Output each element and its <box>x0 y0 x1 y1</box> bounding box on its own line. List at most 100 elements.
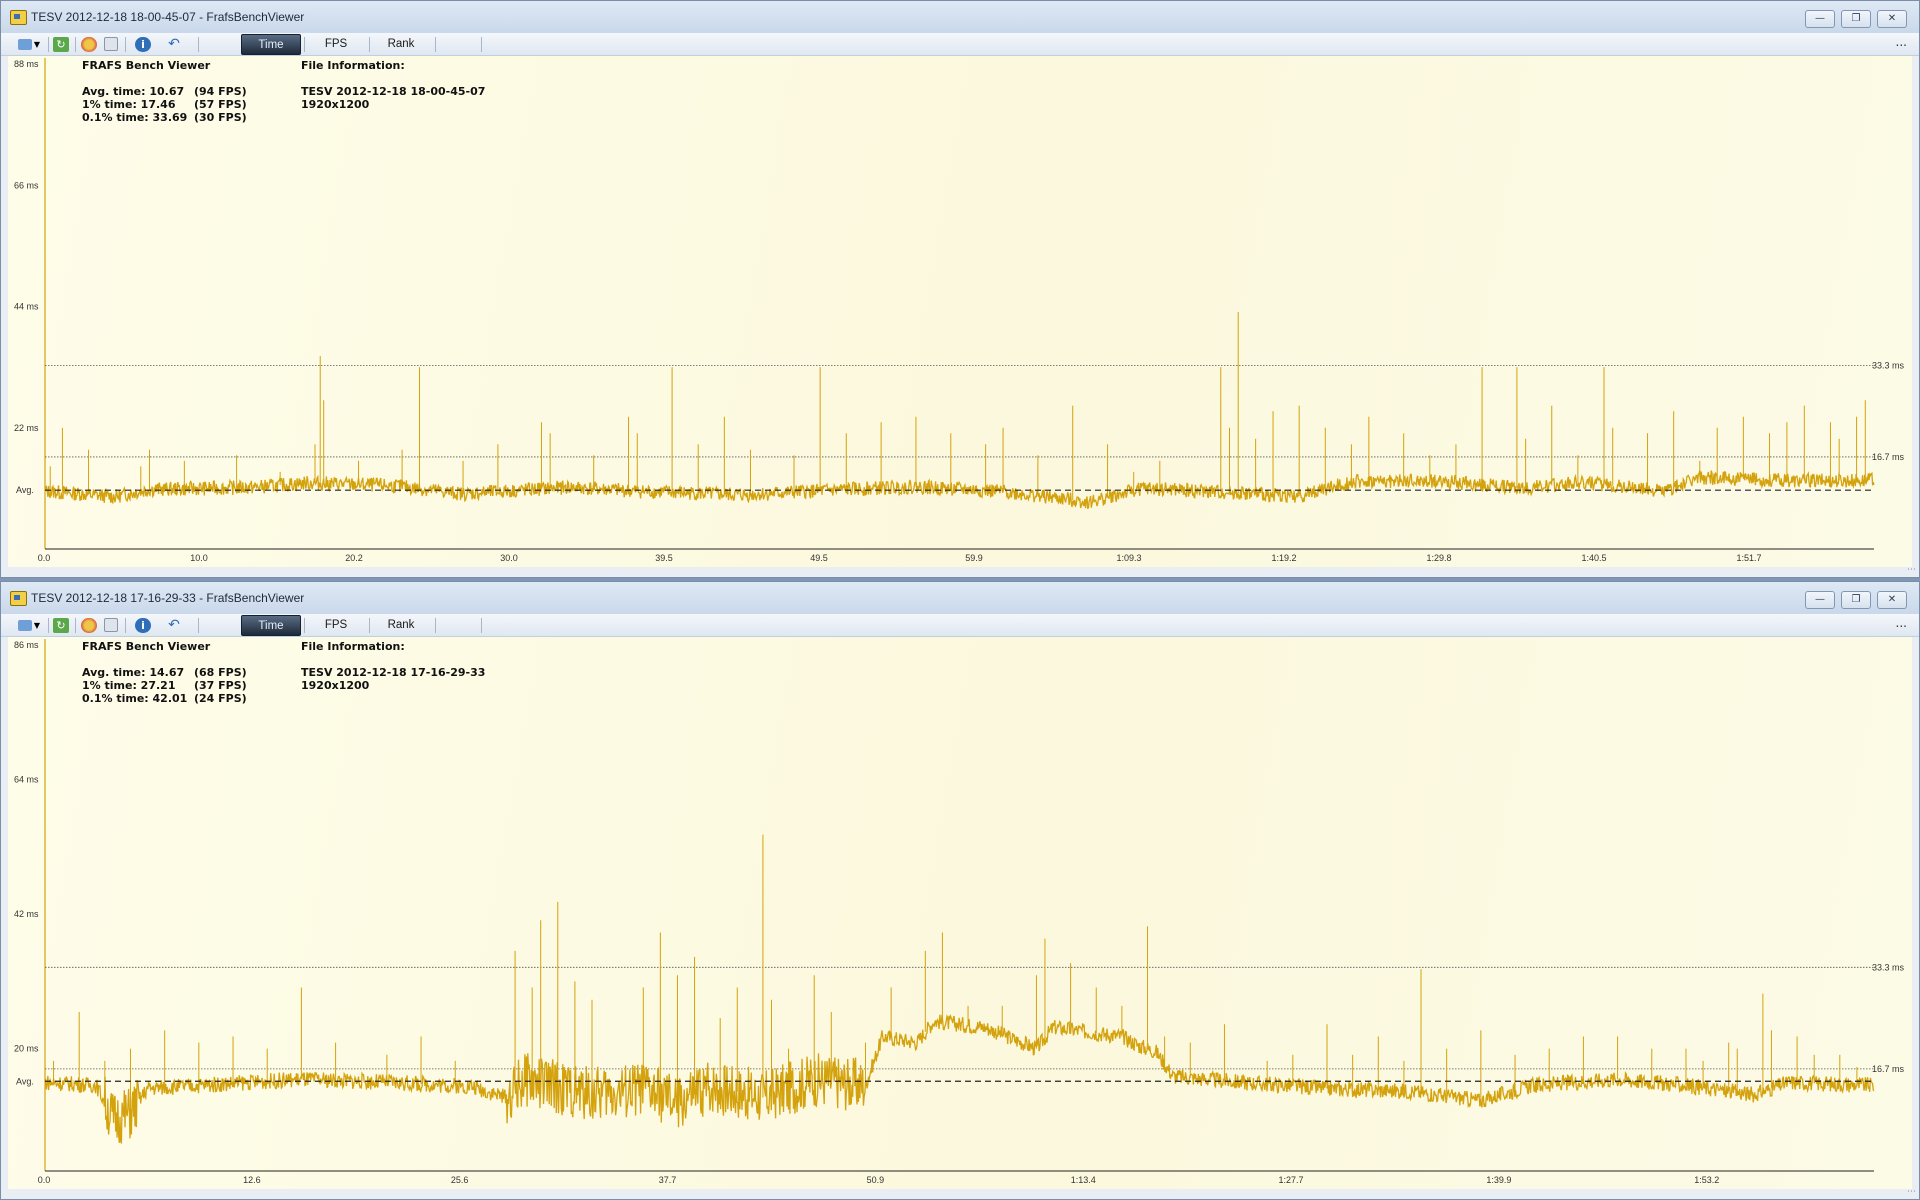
reference-line-label: 33.3 ms <box>1872 360 1905 370</box>
color-settings-button[interactable] <box>80 36 98 52</box>
x-tick-label: 1:09.3 <box>1116 553 1141 563</box>
x-tick-label: 10.0 <box>190 553 208 563</box>
file-info-heading: File Information: <box>301 59 405 72</box>
copy-icon <box>104 37 118 51</box>
info-icon: i <box>135 617 151 633</box>
folder-icon <box>17 38 32 50</box>
point-one-percent-time: 0.1% time: 33.69 <box>82 111 188 124</box>
app-icon <box>10 10 27 25</box>
close-button[interactable]: ✕ <box>1877 591 1907 609</box>
stats-panel: FRAFS Bench Viewer Avg. time: 14.67 (68 F… <box>82 640 247 705</box>
undo-arrow-icon: ↶ <box>168 35 180 52</box>
one-percent-time: 1% time: 17.46 <box>82 98 176 111</box>
file-info-panel: File Information: TESV 2012-12-18 17-16-… <box>301 640 485 692</box>
x-tick-label: 1:51.7 <box>1736 553 1761 563</box>
tab-time[interactable]: Time <box>241 34 301 55</box>
tab-fps[interactable]: FPS <box>324 618 348 631</box>
title-bar[interactable]: TESV 2012-12-18 18-00-45-07 - FrafsBench… <box>1 1 1919 34</box>
app-icon <box>10 591 27 606</box>
toolbar: ▼ ↻ i ↶ Time FPS Rank ... <box>1 33 1919 56</box>
frametime-plot[interactable]: 88 ms 66 ms 44 ms 22 ms 33.3 ms 16.7 ms Avg. 0.… <box>8 56 1912 567</box>
y-tick-label: 86 ms <box>14 640 39 650</box>
average-label: Avg. <box>16 485 34 495</box>
chevron-down-icon: ▼ <box>33 620 41 630</box>
color-settings-button[interactable] <box>80 617 98 633</box>
frametime-plot[interactable]: 86 ms 64 ms 42 ms 20 ms 33.3 ms 16.7 ms Avg. 0.… <box>8 637 1912 1189</box>
toolbar-overflow-button[interactable]: ... <box>1895 35 1907 49</box>
x-tick-label: 37.7 <box>659 1175 677 1185</box>
info-icon: i <box>135 36 151 52</box>
minimize-button[interactable]: — <box>1805 10 1835 28</box>
tab-rank[interactable]: Rank <box>387 618 415 631</box>
info-button[interactable]: i <box>134 36 152 52</box>
x-tick-label: 12.6 <box>243 1175 261 1185</box>
x-tick-label: 1:53.2 <box>1694 1175 1719 1185</box>
maximize-button[interactable]: ❐ <box>1841 10 1871 28</box>
stats-heading: FRAFS Bench Viewer <box>82 59 211 72</box>
export-button[interactable]: ↻ <box>52 617 70 633</box>
export-icon: ↻ <box>53 617 69 633</box>
avg-fps: (68 FPS) <box>194 666 247 679</box>
avg-time: Avg. time: 10.67 <box>82 85 185 98</box>
x-tick-label: 0.0 <box>38 553 51 563</box>
undo-arrow-icon: ↶ <box>168 616 180 633</box>
close-button[interactable]: ✕ <box>1877 10 1907 28</box>
file-info-heading: File Information: <box>301 640 405 653</box>
x-tick-label: 49.5 <box>810 553 828 563</box>
point-one-percent-fps: (24 FPS) <box>194 692 247 705</box>
reference-line-label: 16.7 ms <box>1872 1064 1905 1074</box>
minimize-button[interactable]: — <box>1805 591 1835 609</box>
y-tick-label: 20 ms <box>14 1044 39 1054</box>
tab-time[interactable]: Time <box>241 615 301 636</box>
stats-panel: FRAFS Bench Viewer Avg. time: 10.67 (94 F… <box>82 59 247 124</box>
file-name: TESV 2012-12-18 18-00-45-07 <box>301 85 486 98</box>
info-button[interactable]: i <box>134 617 152 633</box>
stats-heading: FRAFS Bench Viewer <box>82 640 211 653</box>
x-tick-label: 1:13.4 <box>1071 1175 1096 1185</box>
x-tick-label: 59.9 <box>965 553 983 563</box>
window-title: TESV 2012-12-18 17-16-29-33 - FrafsBench… <box>31 591 305 605</box>
bench-viewer-window-2: TESV 2012-12-18 17-16-29-33 - FrafsBench… <box>0 581 1920 1200</box>
copy-button[interactable] <box>102 617 120 633</box>
tab-fps[interactable]: FPS <box>324 37 348 50</box>
toolbar-overflow-button[interactable]: ... <box>1895 616 1907 630</box>
y-tick-label: 42 ms <box>14 909 39 919</box>
reference-line-label: 33.3 ms <box>1872 962 1905 972</box>
one-percent-fps: (37 FPS) <box>194 679 247 692</box>
resize-grip[interactable]: ⋯ <box>1907 565 1916 575</box>
y-tick-label: 88 ms <box>14 59 39 69</box>
palette-icon <box>81 36 97 52</box>
avg-time: Avg. time: 14.67 <box>82 666 185 679</box>
copy-button[interactable] <box>102 36 120 52</box>
y-tick-label: 64 ms <box>14 775 39 785</box>
export-icon: ↻ <box>53 36 69 52</box>
resize-grip[interactable]: ⋯ <box>1907 1187 1916 1197</box>
x-tick-label: 1:39.9 <box>1486 1175 1511 1185</box>
undo-button[interactable]: ↶ <box>165 36 183 52</box>
export-button[interactable]: ↻ <box>52 36 70 52</box>
reference-line-label: 16.7 ms <box>1872 452 1905 462</box>
x-tick-label: 39.5 <box>655 553 673 563</box>
file-resolution: 1920x1200 <box>301 98 370 111</box>
undo-button[interactable]: ↶ <box>165 617 183 633</box>
toolbar: ▼ ↻ i ↶ Time FPS Rank ... <box>1 614 1919 637</box>
open-file-button[interactable]: ▼ <box>15 36 43 52</box>
maximize-button[interactable]: ❐ <box>1841 591 1871 609</box>
one-percent-time: 1% time: 27.21 <box>82 679 176 692</box>
file-resolution: 1920x1200 <box>301 679 370 692</box>
x-tick-label: 1:29.8 <box>1426 553 1451 563</box>
palette-icon <box>81 617 97 633</box>
frametime-chart: 88 ms 66 ms 44 ms 22 ms 33.3 ms 16.7 ms Avg. 0.… <box>14 58 1905 563</box>
one-percent-fps: (57 FPS) <box>194 98 247 111</box>
frametime-chart: 86 ms 64 ms 42 ms 20 ms 33.3 ms 16.7 ms Avg. 0.… <box>14 639 1905 1185</box>
open-file-button[interactable]: ▼ <box>15 617 43 633</box>
average-label: Avg. <box>16 1076 34 1086</box>
frametime-series <box>44 1013 1875 1144</box>
title-bar[interactable]: TESV 2012-12-18 17-16-29-33 - FrafsBench… <box>1 582 1919 615</box>
x-tick-label: 20.2 <box>345 553 363 563</box>
tab-rank[interactable]: Rank <box>387 37 415 50</box>
x-tick-label: 30.0 <box>500 553 518 563</box>
file-info-panel: File Information: TESV 2012-12-18 18-00-… <box>301 59 485 111</box>
x-tick-label: 25.6 <box>451 1175 469 1185</box>
chevron-down-icon: ▼ <box>33 39 41 49</box>
